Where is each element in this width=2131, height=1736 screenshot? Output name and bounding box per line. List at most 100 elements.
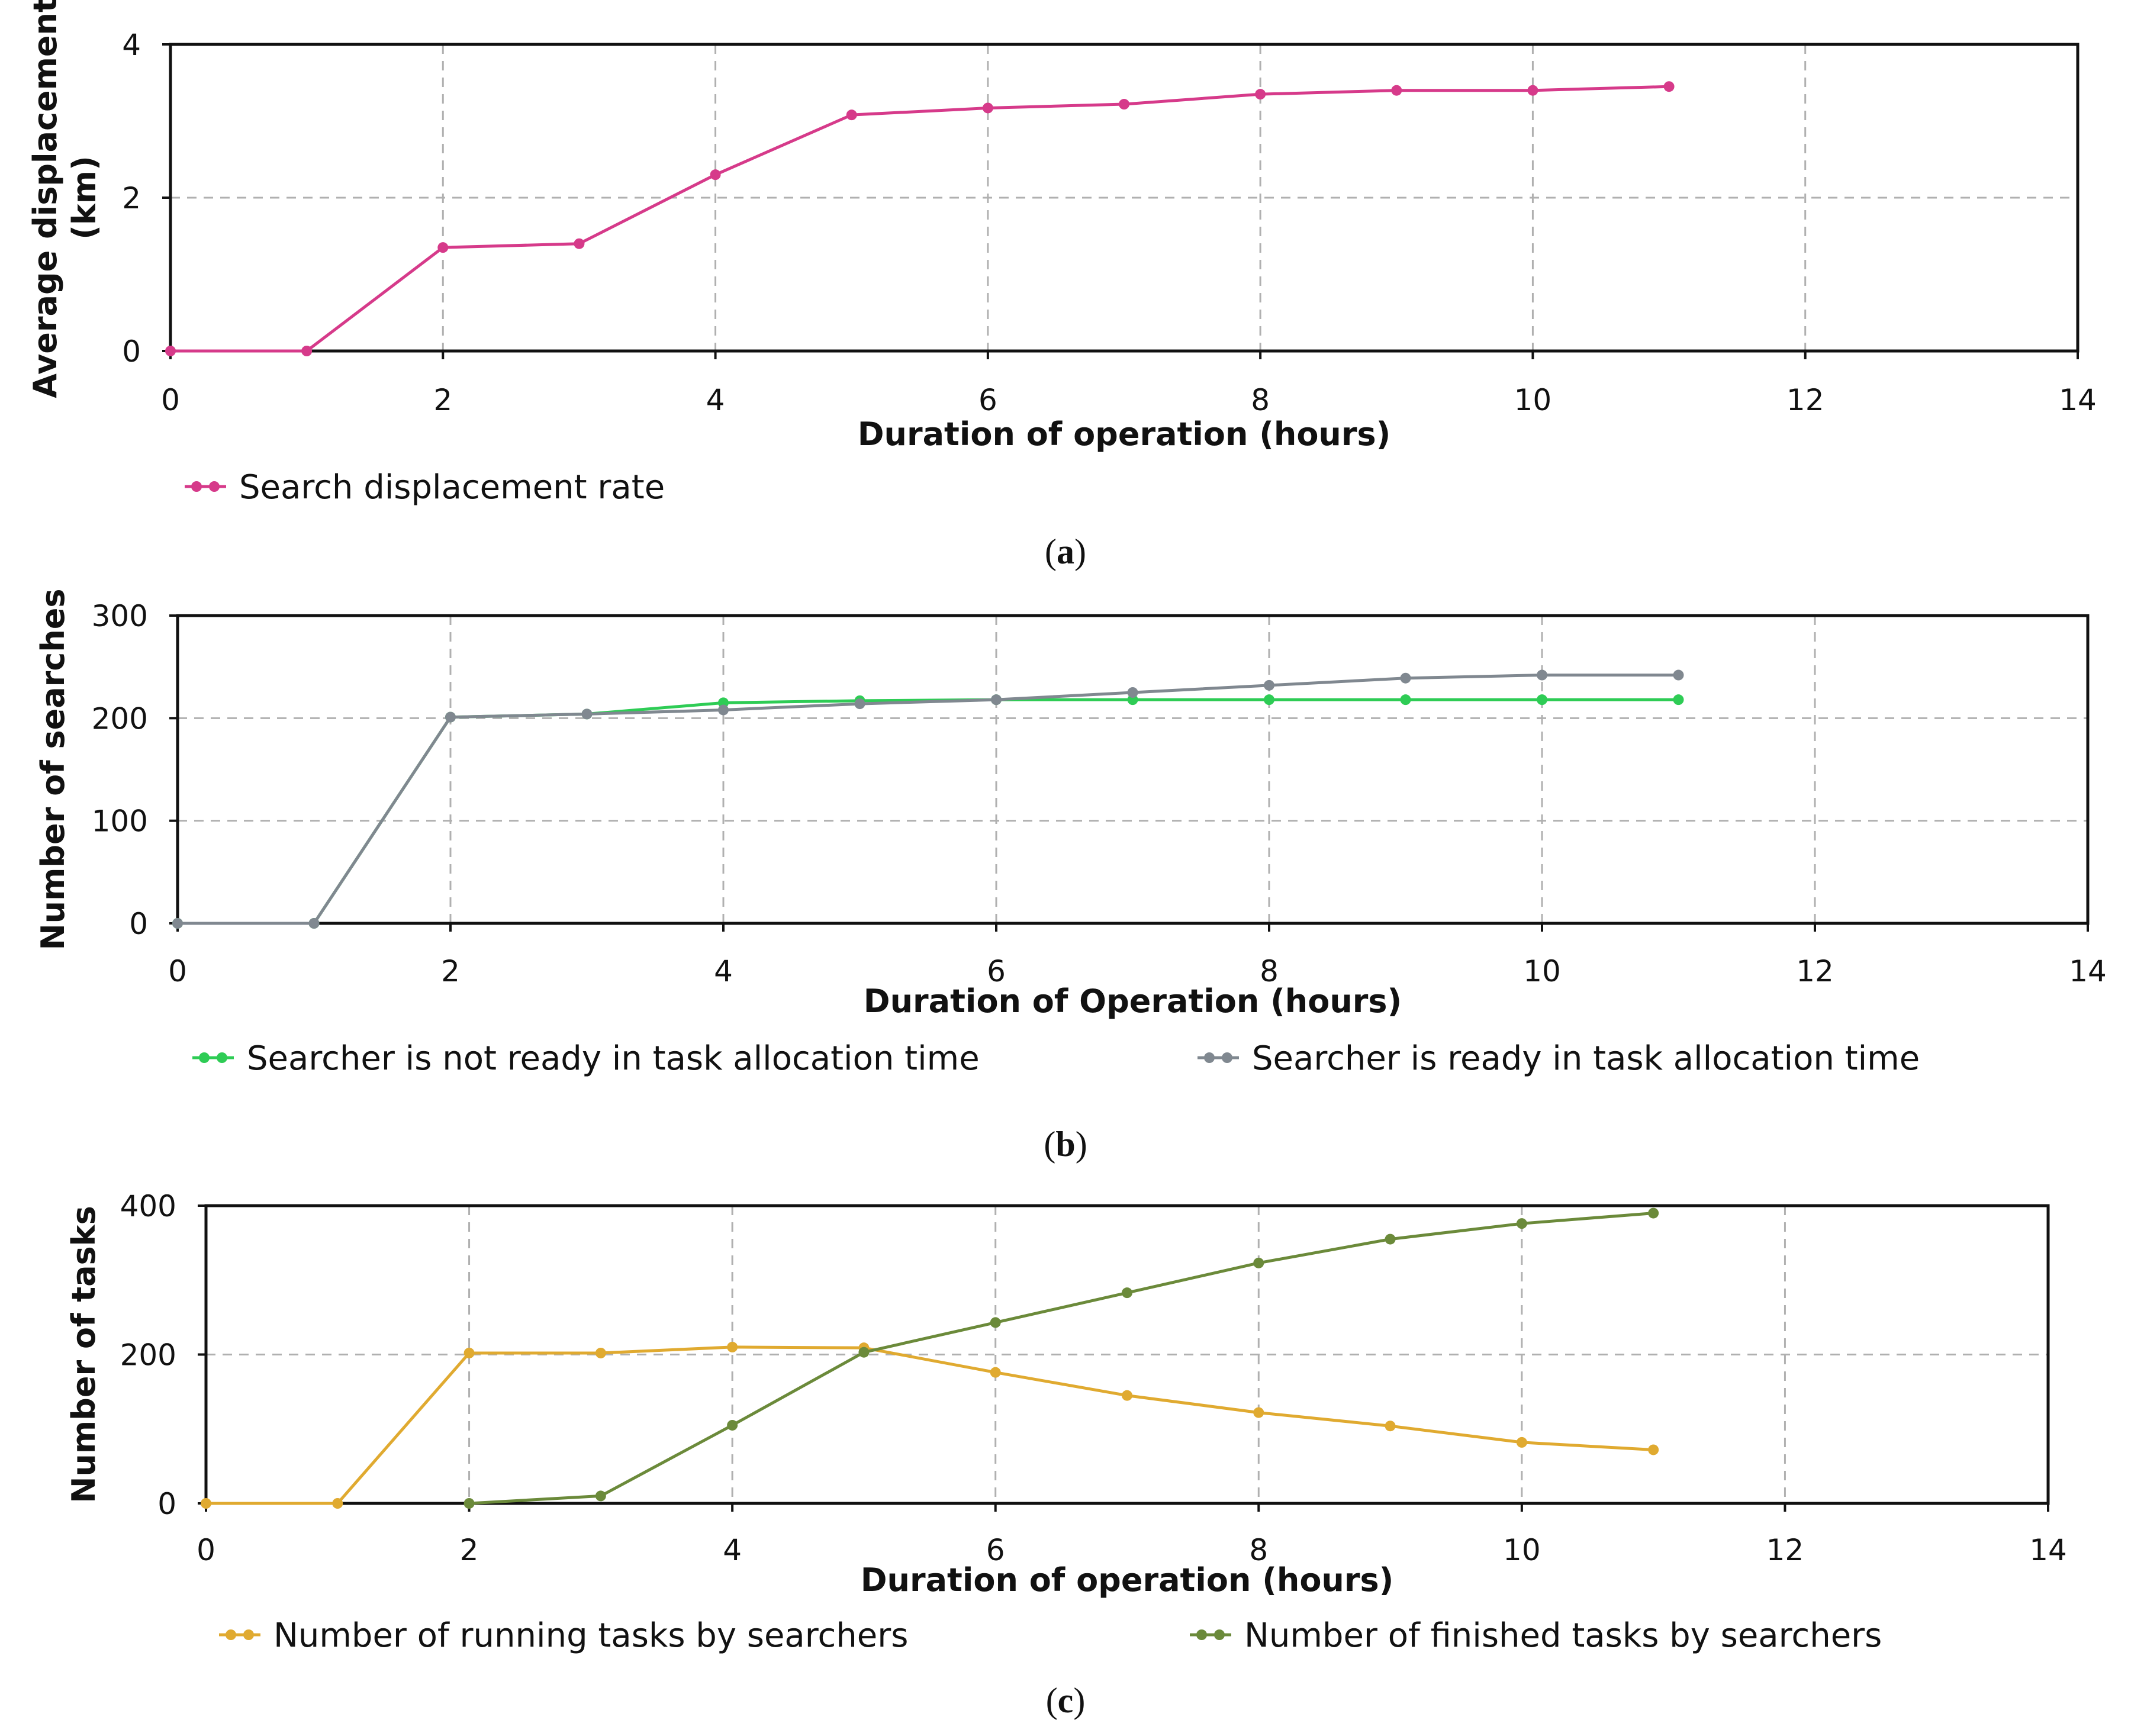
chart-b: 0 2 4 6 8 10 12 14 0 100 200 300 Duration of Operati…: [34, 588, 2107, 1164]
caption-letter: a: [1057, 532, 1074, 571]
data-point: [301, 346, 313, 356]
data-point: [1673, 669, 1684, 681]
legend-item: Searcher is not ready in task allocation…: [192, 1039, 980, 1078]
x-tick-label: 0: [161, 383, 180, 417]
data-point: [846, 109, 857, 121]
x-tick-label: 2: [441, 954, 460, 988]
x-tick-label: 12: [1796, 954, 1834, 988]
x-tick-label: 4: [706, 383, 725, 417]
caption-paren-close: ): [1074, 532, 1086, 571]
y-axis-title: Number of tasks: [65, 1206, 102, 1503]
legend-label: Searcher is not ready in task allocation…: [247, 1039, 980, 1078]
chart-c: 0 2 4 6 8 10 12 14 0 200 400 Duration of operation …: [65, 1189, 2067, 1720]
y-tick-label: 200: [92, 701, 148, 736]
x-tick-label: 0: [197, 1533, 215, 1567]
data-point: [1385, 1233, 1396, 1245]
data-point: [991, 694, 1002, 706]
y-tick-label: 0: [122, 334, 141, 369]
y-axis-title: Number of searches: [34, 588, 72, 950]
legend-label: Number of finished tasks by searchers: [1244, 1616, 1882, 1655]
legend-item: Search displacement rate: [185, 468, 665, 507]
y-tick-label: 4: [122, 28, 141, 62]
x-tick-label: 4: [723, 1533, 742, 1567]
x-tick-label: 2: [460, 1533, 479, 1567]
data-point: [595, 1490, 606, 1502]
legend-swatch-dot: [243, 1629, 254, 1640]
x-tick-label: 14: [2059, 383, 2097, 417]
data-point: [308, 918, 320, 929]
data-point: [1648, 1207, 1659, 1219]
x-axis-title: Duration of operation (hours): [858, 416, 1391, 453]
y-tick-label: 2: [122, 181, 141, 215]
data-point: [718, 704, 729, 716]
caption-paren-open: (: [1045, 532, 1057, 571]
x-tick-label: 8: [1249, 1533, 1268, 1567]
series-line: [178, 674, 1679, 925]
data-point: [581, 708, 593, 720]
legend-label: Number of running tasks by searchers: [273, 1616, 908, 1655]
data-point: [1253, 1407, 1264, 1418]
data-point: [574, 238, 585, 249]
data-point: [990, 1317, 1001, 1328]
series-1-1: [172, 669, 1684, 929]
series-line: [469, 1212, 1654, 1505]
data-point: [1516, 1218, 1527, 1229]
caption-letter: b: [1055, 1125, 1075, 1164]
x-tick-label: 10: [1514, 383, 1552, 417]
data-point: [1516, 1437, 1527, 1448]
data-point: [990, 1367, 1001, 1378]
series-2-0: [201, 1341, 1659, 1509]
y-axis-title-line: (km): [66, 156, 103, 240]
data-point: [1385, 1421, 1396, 1432]
legend-swatch-dot: [226, 1629, 236, 1640]
data-point: [1119, 99, 1129, 110]
x-tick-label: 6: [978, 383, 997, 417]
x-axis-title: Duration of Operation (hours): [864, 983, 1402, 1020]
legend-swatch-dot: [1214, 1629, 1225, 1640]
y-axis-title-line: Average displacement: [27, 0, 64, 398]
data-point: [172, 918, 183, 929]
x-tick-label: 8: [1251, 383, 1270, 417]
x-tick-label: 14: [2069, 954, 2107, 988]
legend-swatch-dot: [209, 481, 220, 492]
caption-paren-close: ): [1073, 1681, 1085, 1720]
legend-label: Search displacement rate: [239, 468, 665, 507]
data-point: [1663, 81, 1675, 92]
data-point: [1400, 694, 1411, 706]
data-point: [858, 1347, 870, 1358]
data-point: [854, 698, 865, 710]
data-point: [982, 102, 993, 114]
legend-swatch-dot: [199, 1052, 210, 1063]
data-point: [727, 1341, 738, 1352]
legend-item: Searcher is ready in task allocation tim…: [1198, 1039, 1920, 1078]
x-tick-label: 4: [714, 954, 733, 988]
data-point: [1527, 85, 1538, 96]
data-point: [1537, 669, 1547, 681]
data-point: [201, 1498, 211, 1509]
data-point: [463, 1498, 475, 1509]
caption-letter: c: [1058, 1681, 1074, 1720]
data-point: [727, 1419, 738, 1431]
y-axis-title-line: Number of searches: [34, 588, 72, 950]
data-point: [445, 711, 456, 723]
data-point: [1264, 679, 1274, 691]
legend-swatch-dot: [191, 481, 202, 492]
data-point: [1537, 694, 1547, 706]
legend-swatch-dot: [217, 1052, 227, 1063]
data-point: [437, 242, 449, 253]
x-tick-label: 12: [1786, 383, 1824, 417]
y-tick-label: 100: [92, 804, 148, 839]
x-tick-label: 8: [1260, 954, 1279, 988]
data-point: [595, 1347, 606, 1358]
x-tick-label: 10: [1523, 954, 1561, 988]
x-tick-label: 14: [2029, 1533, 2067, 1567]
series-line: [170, 85, 1669, 353]
data-point: [1673, 694, 1684, 706]
legend-item: Number of running tasks by searchers: [219, 1616, 908, 1655]
x-tick-label: 0: [168, 954, 187, 988]
x-tick-label: 12: [1766, 1533, 1804, 1567]
caption-paren-close: ): [1076, 1125, 1087, 1164]
caption-paren-open: (: [1046, 1681, 1058, 1720]
series-0-0: [165, 81, 1675, 356]
